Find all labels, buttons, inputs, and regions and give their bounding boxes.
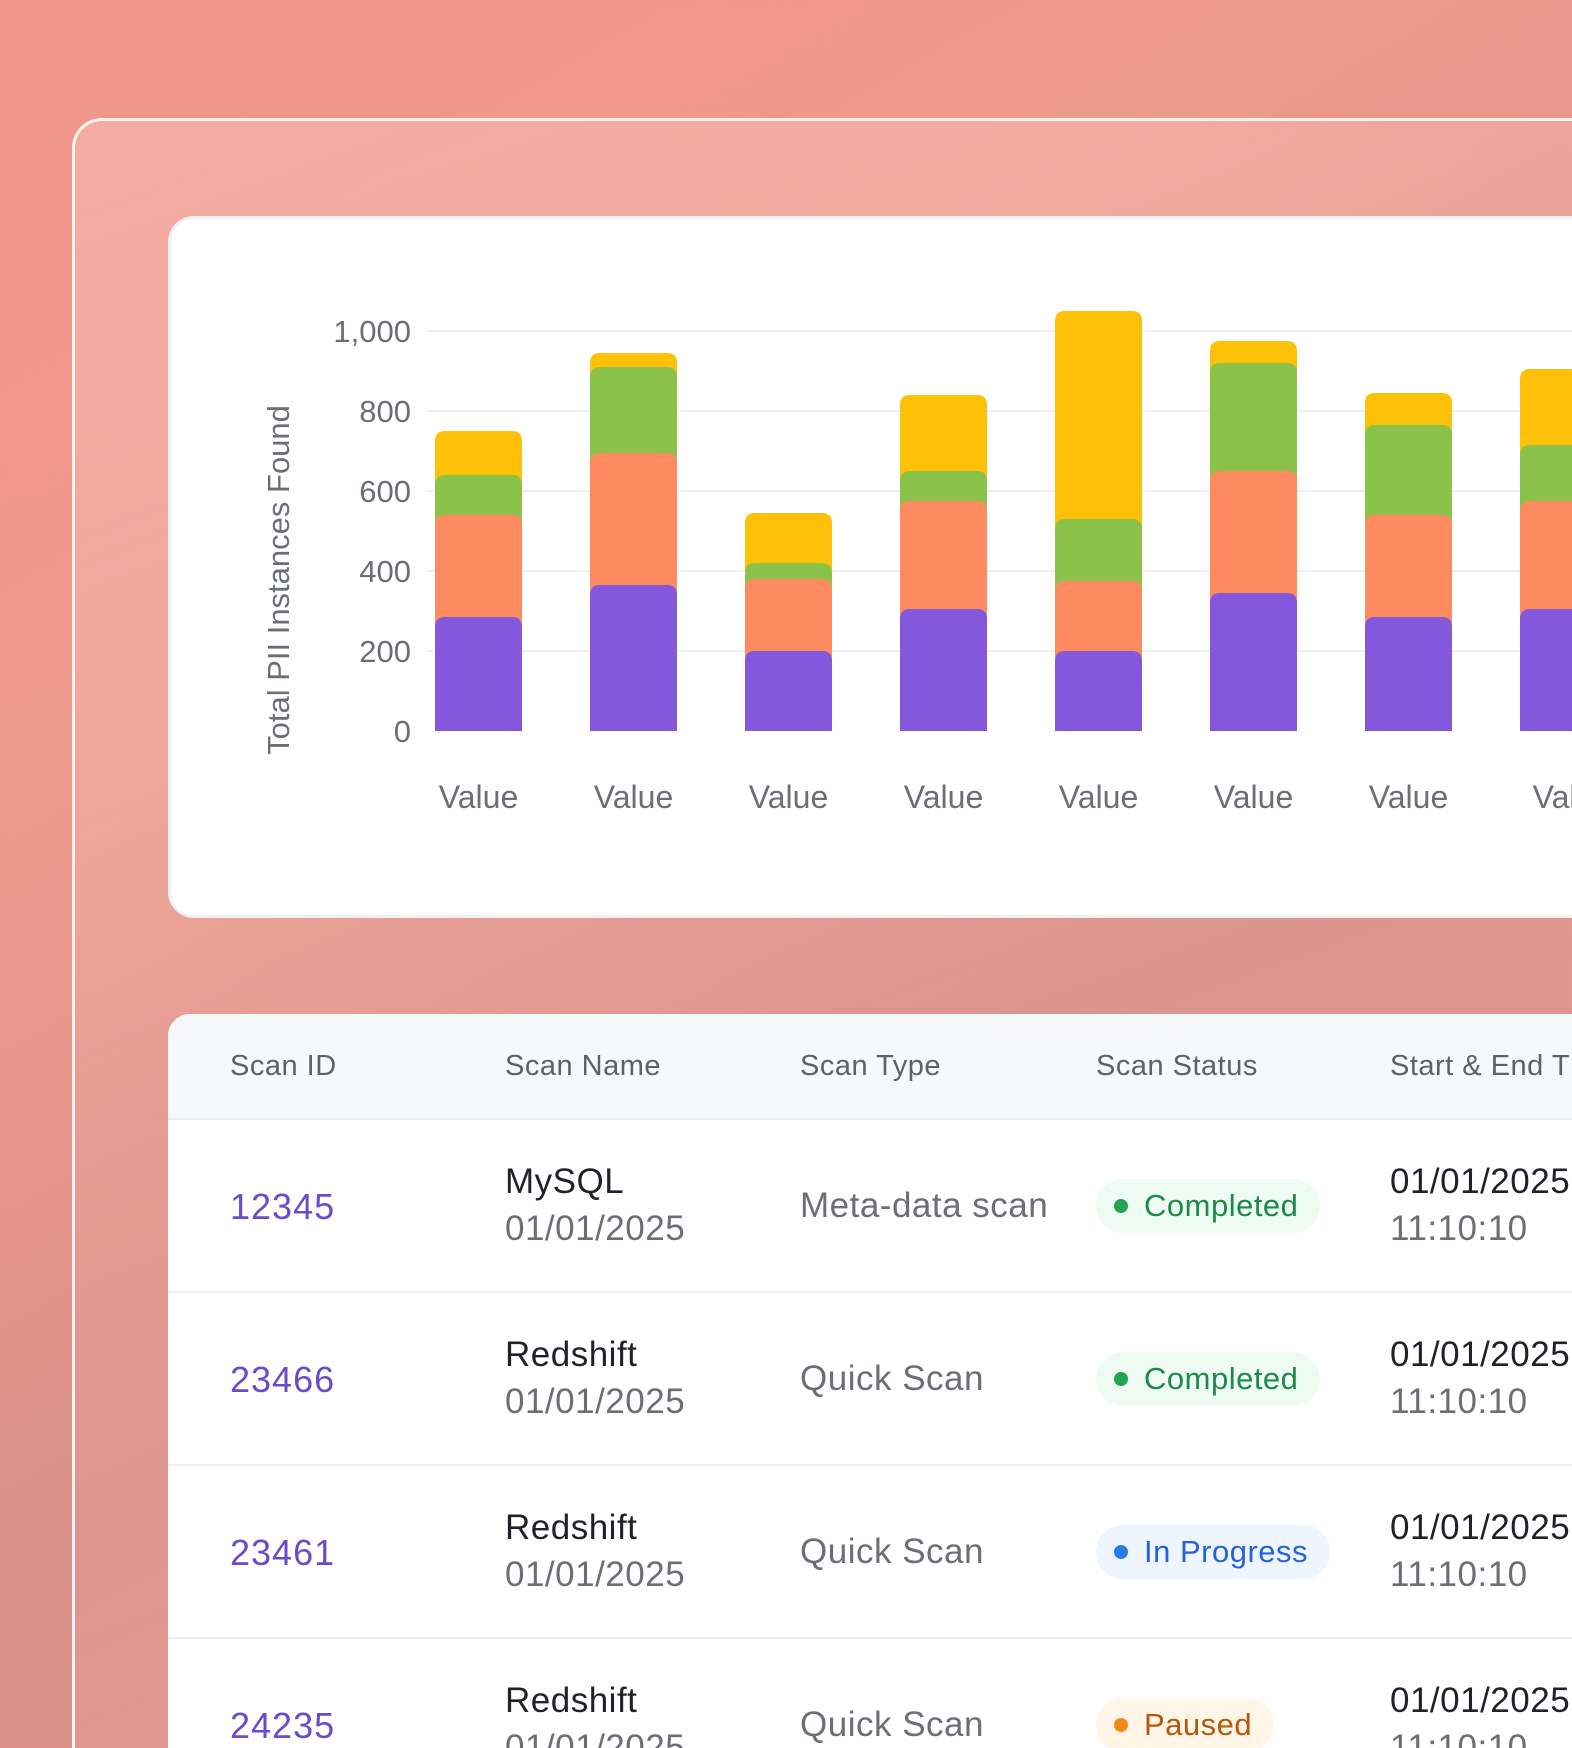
bar-segment-series-1: [745, 651, 832, 731]
status-dot-icon: [1114, 1718, 1128, 1732]
bar-segment-series-1: [590, 585, 677, 731]
bar-segment-series-2: [1365, 515, 1452, 627]
bar-segment-series-4: [435, 431, 522, 485]
x-category-label: Value: [439, 779, 518, 815]
scan-date: 01/01/2025: [505, 1555, 686, 1594]
x-category-label: Value: [594, 779, 673, 815]
pii-chart-card: 0 200 400 600 800 1,000 Total PII Instances Fo…: [168, 216, 1572, 918]
status-badge: In Progress: [1096, 1525, 1331, 1579]
status-label: Completed: [1144, 1188, 1299, 1223]
status-dot-icon: [1114, 1372, 1128, 1386]
header-start-end-time[interactable]: Start & End T: [1390, 1050, 1571, 1082]
status-label: Completed: [1144, 1361, 1299, 1396]
table-header: Scan ID Scan Name Scan Type Scan Status …: [168, 1014, 1572, 1120]
scan-name: Redshift: [505, 1508, 638, 1547]
start-date: 01/01/2025: [1390, 1681, 1571, 1720]
bar-segment-series-4: [900, 395, 987, 481]
table-row[interactable]: 23466 Redshift 01/01/2025 Quick Scan Com…: [168, 1293, 1572, 1466]
status-badge: Completed: [1096, 1352, 1321, 1406]
x-category-label: Value: [1214, 779, 1293, 815]
table-row[interactable]: 12345 MySQL 01/01/2025 Meta-data scan Co…: [168, 1120, 1572, 1293]
scan-date: 01/01/2025: [505, 1382, 686, 1421]
bar-segment-series-2: [590, 453, 677, 595]
bar-segment-series-4: [1520, 369, 1572, 455]
bar-segment-series-2: [1520, 501, 1572, 619]
y-tick-label: 200: [359, 634, 411, 669]
start-date: 01/01/2025: [1390, 1162, 1571, 1201]
scan-type: Quick Scan: [800, 1532, 984, 1571]
bar-segment-series-2: [1210, 471, 1297, 603]
bar-segment-series-1: [1210, 593, 1297, 731]
status-badge: Paused: [1096, 1698, 1275, 1748]
y-tick-label: 1,000: [333, 314, 411, 349]
status-label: In Progress: [1144, 1534, 1309, 1569]
stacked-bar-chart: 0 200 400 600 800 1,000 Total PII Instances Fo…: [261, 311, 1572, 815]
scan-id-link[interactable]: 12345: [230, 1186, 336, 1227]
start-date: 01/01/2025: [1390, 1335, 1571, 1374]
bar-segment-series-3: [1055, 519, 1142, 591]
scan-date: 01/01/2025: [505, 1728, 686, 1748]
scan-type: Quick Scan: [800, 1705, 984, 1744]
x-category-label: Valu: [1533, 779, 1572, 815]
table-row[interactable]: 23461 Redshift 01/01/2025 Quick Scan In …: [168, 1466, 1572, 1639]
scan-id-link[interactable]: 23466: [230, 1359, 336, 1400]
bar-segment-series-2: [900, 501, 987, 619]
y-tick-label: 0: [394, 714, 411, 749]
bar-segment-series-3: [590, 367, 677, 463]
start-date: 01/01/2025: [1390, 1508, 1571, 1547]
start-time: 11:10:10: [1390, 1382, 1528, 1421]
header-scan-name[interactable]: Scan Name: [505, 1050, 662, 1082]
scan-name: Redshift: [505, 1681, 638, 1720]
status-badge: Completed: [1096, 1179, 1321, 1233]
y-tick-label: 800: [359, 394, 411, 429]
bar-segment-series-3: [435, 475, 522, 525]
start-time: 11:10:10: [1390, 1555, 1528, 1594]
bar-segment-series-4: [745, 513, 832, 573]
bar-segment-series-4: [1365, 393, 1452, 435]
scan-type: Quick Scan: [800, 1359, 984, 1398]
bar-segment-series-1: [1055, 651, 1142, 731]
status-dot-icon: [1114, 1199, 1128, 1213]
x-category-label: Value: [1369, 779, 1448, 815]
y-tick-label: 400: [359, 554, 411, 589]
bar-segment-series-3: [1520, 445, 1572, 511]
header-scan-type[interactable]: Scan Type: [800, 1050, 942, 1082]
bar-segment-series-1: [900, 609, 987, 731]
start-time: 11:10:10: [1390, 1209, 1528, 1248]
x-category-label: Value: [904, 779, 983, 815]
scans-table: Scan ID Scan Name Scan Type Scan Status …: [168, 1014, 1572, 1748]
bar-segment-series-2: [745, 579, 832, 661]
bar-segment-series-3: [1365, 425, 1452, 525]
scan-id-link[interactable]: 23461: [230, 1532, 336, 1573]
table-row[interactable]: 24235 Redshift 01/01/2025 Quick Scan Pau…: [168, 1639, 1572, 1748]
bar-segment-series-1: [1365, 617, 1452, 731]
bar-segment-series-2: [1055, 581, 1142, 661]
scan-date: 01/01/2025: [505, 1209, 686, 1248]
bar-segment-series-4: [1055, 311, 1142, 529]
bar-segment-series-1: [435, 617, 522, 731]
x-category-label: Value: [749, 779, 828, 815]
scan-name: Redshift: [505, 1335, 638, 1374]
start-time: 11:10:10: [1390, 1728, 1528, 1748]
y-tick-label: 600: [359, 474, 411, 509]
scan-id-link[interactable]: 24235: [230, 1705, 336, 1746]
status-label: Paused: [1144, 1707, 1253, 1742]
header-scan-status[interactable]: Scan Status: [1096, 1050, 1258, 1082]
status-dot-icon: [1114, 1545, 1128, 1559]
scan-name: MySQL: [505, 1162, 625, 1201]
bar-segment-series-3: [1210, 363, 1297, 481]
bar-segment-series-2: [435, 515, 522, 627]
header-scan-id[interactable]: Scan ID: [230, 1050, 337, 1082]
bar-segment-series-1: [1520, 609, 1572, 731]
scan-type: Meta-data scan: [800, 1186, 1049, 1225]
y-axis-label: Total PII Instances Found: [261, 405, 296, 755]
x-category-label: Value: [1059, 779, 1138, 815]
